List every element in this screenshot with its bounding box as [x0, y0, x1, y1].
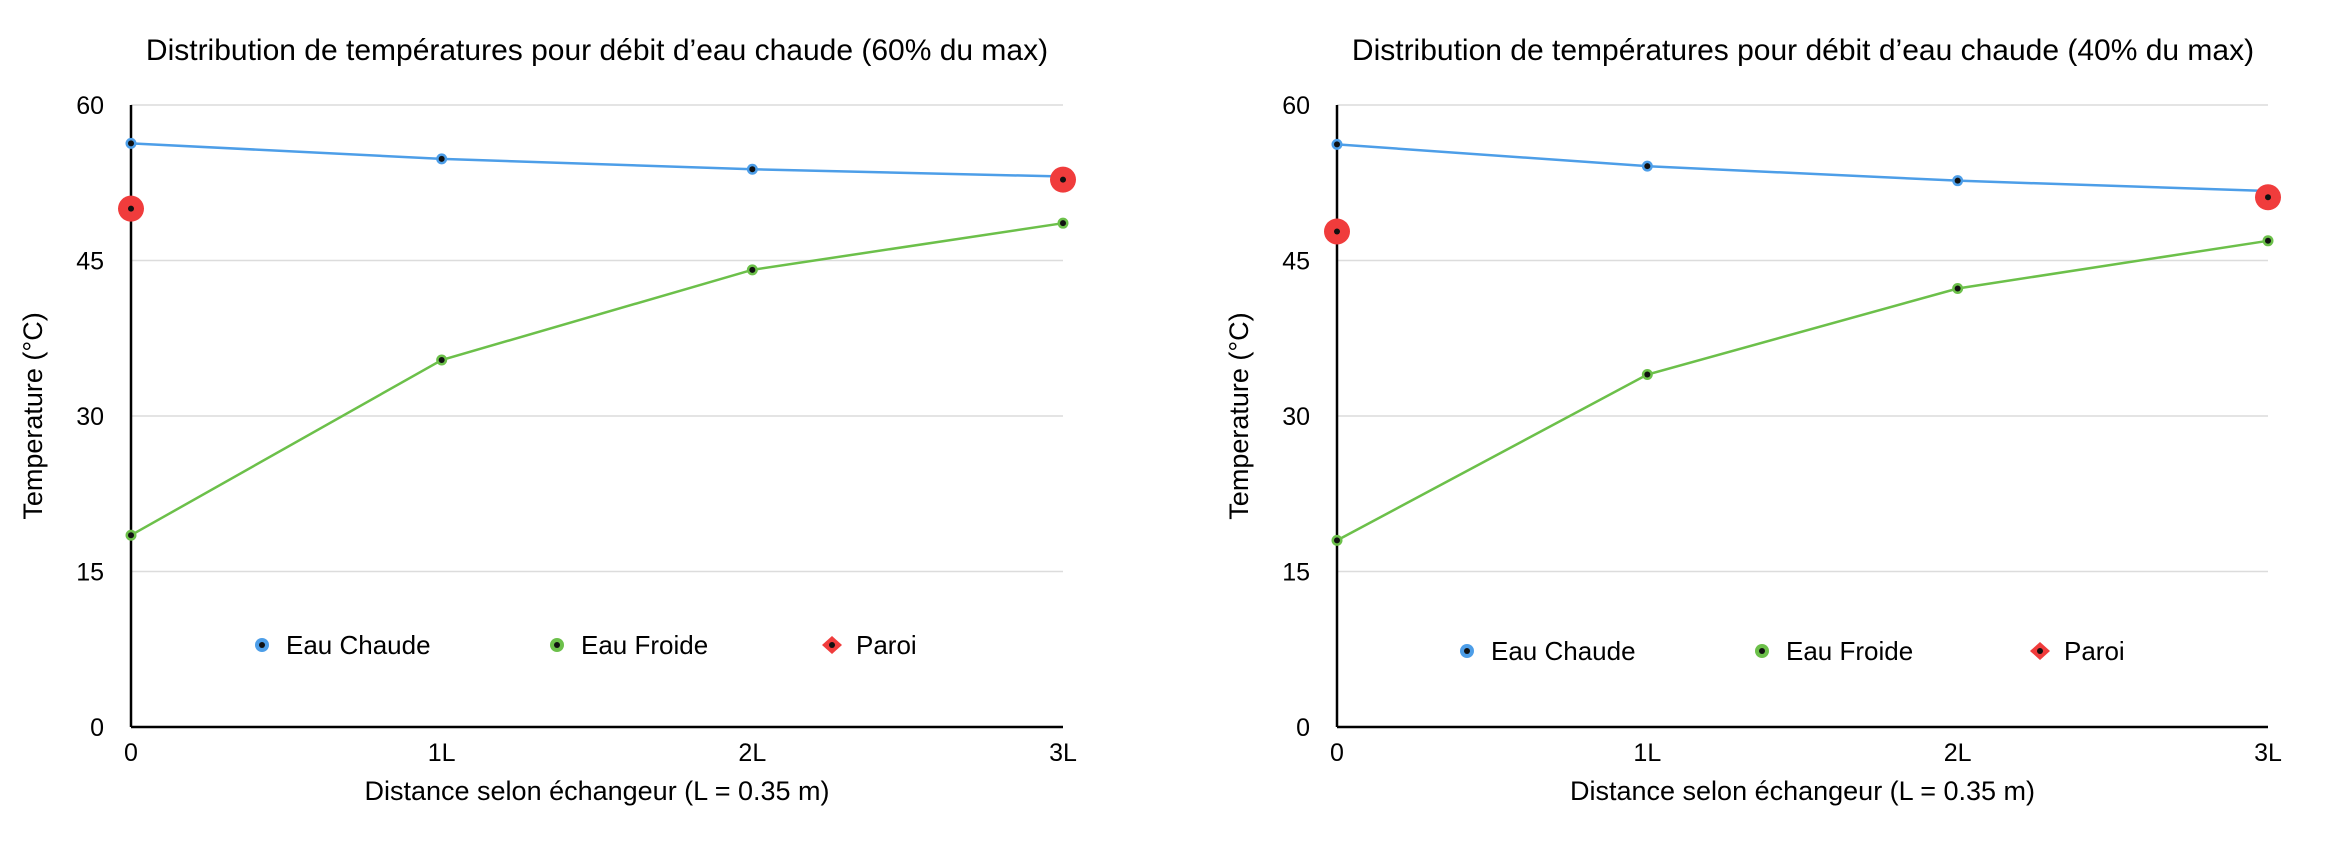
legend-marker-center [259, 642, 265, 648]
y-axis-title: Temperature (°C) [1224, 312, 1254, 519]
data-point-center [128, 140, 134, 147]
data-point-center [1334, 537, 1340, 544]
x-axis-title: Distance selon échangeur (L = 0.35 m) [364, 776, 829, 806]
y-tick-label: 0 [90, 714, 104, 742]
series-line [130, 221, 1064, 537]
legend-marker-center [1759, 648, 1765, 654]
data-point-center [1060, 220, 1066, 227]
x-axis-title: Distance selon échangeur (L = 0.35 m) [1570, 776, 2035, 806]
data-point-center [1644, 371, 1651, 378]
chart-title: Distribution de températures pour débit … [1352, 34, 2254, 67]
legend-label: Eau Froide [581, 630, 708, 660]
series-line [1336, 239, 2269, 542]
data-point-center [1060, 176, 1066, 183]
legend-marker-center [1464, 648, 1470, 654]
data-point-center [1644, 163, 1651, 170]
y-tick-label: 0 [1296, 714, 1310, 742]
legend-marker-center [829, 642, 835, 648]
legend-label: Eau Chaude [286, 630, 431, 660]
x-tick-label: 3L [2254, 739, 2282, 767]
x-tick-label: 3L [1049, 739, 1077, 767]
x-tick-label: 0 [124, 739, 138, 767]
data-point-center [128, 532, 134, 539]
legend-item: Paroi [2030, 636, 2125, 666]
series-eau-froide [1331, 235, 2274, 546]
series-eau-froide [125, 217, 1069, 541]
data-point-center [749, 166, 756, 173]
data-point-center [128, 205, 134, 212]
legend-marker-center [554, 642, 560, 648]
y-axis-title: Temperature (°C) [18, 312, 48, 519]
data-point-center [1954, 285, 1961, 292]
series-paroi [1324, 184, 2281, 245]
y-tick-label: 60 [76, 92, 104, 120]
data-point-center [1954, 177, 1961, 184]
x-tick-label: 0 [1330, 739, 1344, 767]
series-eau-chaude [125, 137, 1069, 183]
legend-item: Eau Froide [550, 630, 708, 660]
series-eau-chaude [1331, 138, 2274, 197]
data-point-center [438, 357, 445, 364]
y-tick-label: 15 [1282, 559, 1310, 587]
data-point-center [749, 266, 756, 273]
series-line [1336, 143, 2269, 193]
chart-2: Distribution de températures pour débit … [1224, 34, 2282, 806]
legend-marker-center [2037, 648, 2043, 654]
legend-label: Eau Froide [1786, 636, 1913, 666]
y-tick-label: 30 [1282, 403, 1310, 431]
x-tick-label: 2L [1944, 739, 1972, 767]
y-tick-label: 60 [1282, 92, 1310, 120]
data-point-center [438, 155, 445, 162]
y-tick-label: 30 [76, 403, 104, 431]
legend-label: Eau Chaude [1491, 636, 1636, 666]
x-tick-label: 1L [1633, 739, 1661, 767]
y-tick-label: 45 [76, 248, 104, 276]
legend-item: Eau Froide [1755, 636, 1913, 666]
y-tick-label: 45 [1282, 248, 1310, 276]
series-paroi [118, 166, 1076, 222]
legend-item: Eau Chaude [255, 630, 431, 660]
legend-item: Eau Chaude [1460, 636, 1636, 666]
data-point-center [1334, 141, 1340, 148]
legend: Eau Chaude Eau Froide Paroi [1460, 636, 2125, 666]
x-tick-label: 1L [428, 739, 456, 767]
legend-label: Paroi [856, 630, 917, 660]
data-point-center [2265, 194, 2271, 201]
legend: Eau Chaude Eau Froide Paroi [255, 630, 917, 660]
data-point-center [2265, 237, 2271, 244]
chart-title: Distribution de températures pour débit … [146, 34, 1048, 67]
y-tick-label: 15 [76, 559, 104, 587]
x-tick-label: 2L [738, 739, 766, 767]
chart-1: Distribution de températures pour débit … [18, 34, 1077, 806]
legend-label: Paroi [2064, 636, 2125, 666]
data-point-center [1334, 228, 1340, 235]
legend-item: Paroi [822, 630, 917, 660]
series-line [130, 142, 1064, 178]
